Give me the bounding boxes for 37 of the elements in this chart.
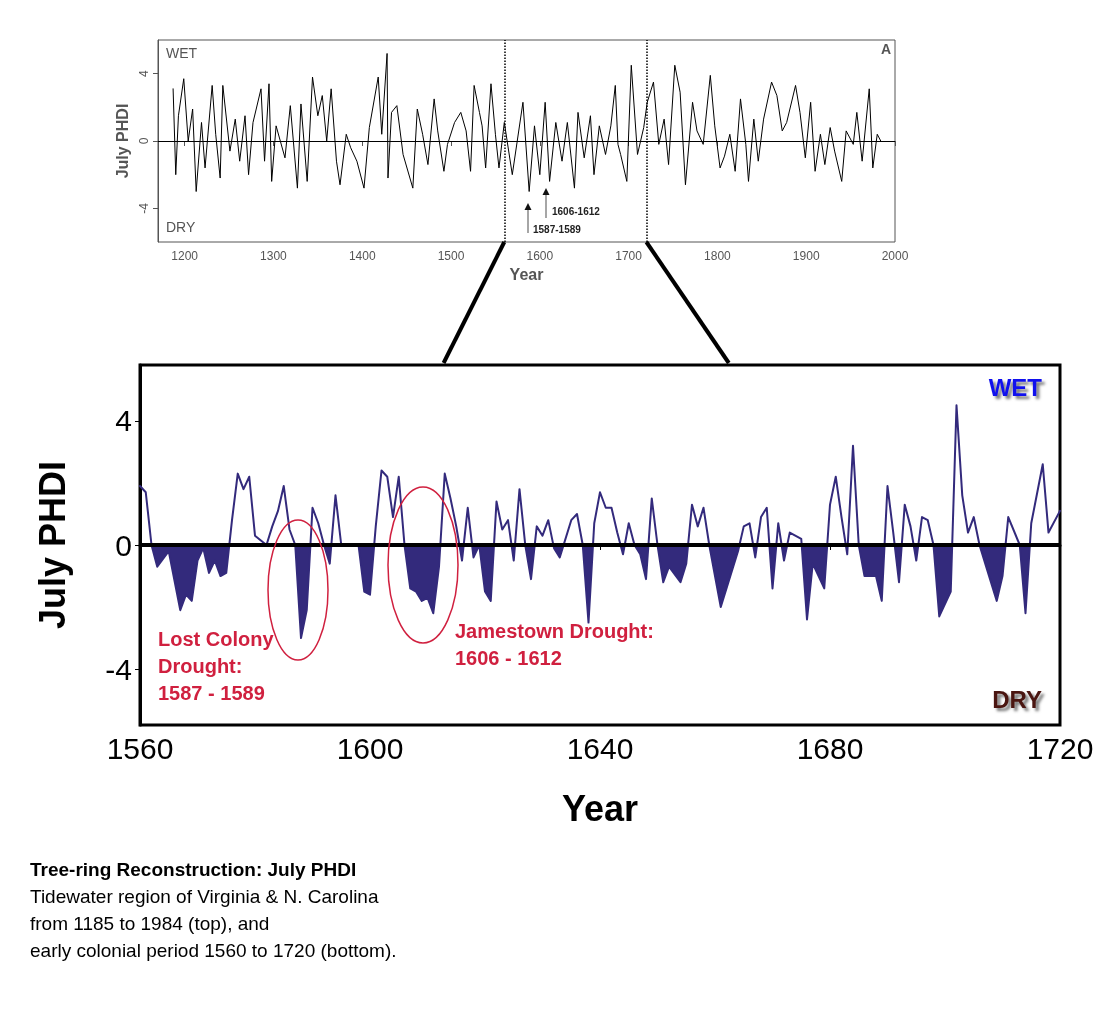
x-axis-title: Year bbox=[561, 787, 639, 829]
y-tick-label: 4 bbox=[115, 404, 132, 438]
x-tick-label: 1560 bbox=[106, 731, 174, 765]
x-tick-label: 1200 bbox=[171, 249, 199, 263]
x-tick-label: 1600 bbox=[526, 249, 554, 263]
x-axis-title: Year bbox=[509, 266, 544, 284]
x-tick-label: 1900 bbox=[792, 249, 820, 263]
text: Tree-ring Reconstruction: July PHDI bbox=[30, 859, 357, 881]
annotation: 1606-1612 bbox=[552, 206, 600, 217]
x-tick-label: 1500 bbox=[437, 249, 465, 263]
y-tick-label: -4 bbox=[137, 202, 151, 214]
annotation: WET bbox=[166, 45, 198, 62]
text: Tidewater region of Virginia & N. Carolina bbox=[30, 886, 379, 908]
annotation: WET bbox=[988, 374, 1042, 402]
y-tick-label: 4 bbox=[137, 70, 151, 78]
x-tick-label: 1640 bbox=[566, 731, 634, 765]
y-tick-label: 0 bbox=[137, 137, 151, 145]
y-axis-title: July PHDI bbox=[113, 103, 131, 179]
y-tick-label: 0 bbox=[115, 528, 132, 562]
x-tick-label: 1720 bbox=[1026, 731, 1094, 765]
text: from 1185 to 1984 (top), and bbox=[30, 913, 270, 935]
x-tick-label: 2000 bbox=[881, 249, 909, 263]
x-tick-label: 1680 bbox=[796, 731, 864, 765]
x-tick-label: 1300 bbox=[260, 249, 288, 263]
x-tick-label: 1600 bbox=[336, 731, 404, 765]
x-tick-label: 1400 bbox=[348, 249, 376, 263]
y-axis-title: July PHDI bbox=[31, 460, 73, 630]
y-tick-label: -4 bbox=[105, 652, 132, 686]
annotation: A bbox=[880, 41, 891, 58]
text: early colonial period 1560 to 1720 (bottom). bbox=[30, 940, 397, 962]
annotation: DRY bbox=[166, 218, 196, 236]
x-tick-label: 1800 bbox=[704, 249, 732, 263]
annotation: Jamestown Drought: 1606 - 1612 bbox=[455, 619, 654, 671]
annotation: 1587-1589 bbox=[533, 224, 581, 235]
annotation: Lost Colony Drought: 1587 - 1589 bbox=[158, 627, 274, 706]
annotation: DRY bbox=[992, 686, 1042, 714]
x-tick-label: 1700 bbox=[615, 249, 643, 263]
